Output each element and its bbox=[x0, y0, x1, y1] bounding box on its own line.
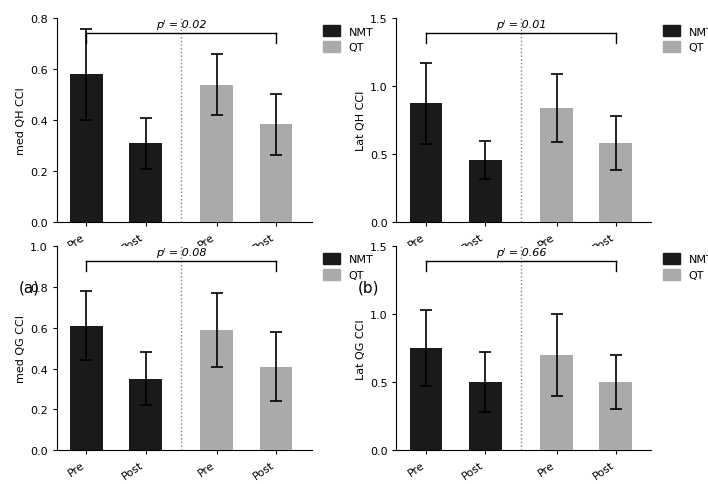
Text: pᴵ = 0.08: pᴵ = 0.08 bbox=[156, 247, 206, 257]
Text: pᴵ = 0.01: pᴵ = 0.01 bbox=[496, 19, 546, 30]
Bar bbox=[410, 104, 442, 223]
Bar bbox=[540, 355, 573, 450]
Legend: NMT, QT: NMT, QT bbox=[322, 252, 375, 282]
Legend: NMT, QT: NMT, QT bbox=[662, 25, 708, 54]
Y-axis label: Lat QH CCI: Lat QH CCI bbox=[355, 91, 365, 151]
Bar bbox=[130, 379, 162, 450]
Y-axis label: Lat QG CCI: Lat QG CCI bbox=[355, 318, 365, 378]
Bar bbox=[70, 326, 103, 450]
Bar bbox=[130, 144, 162, 223]
Bar bbox=[260, 367, 292, 450]
Text: (b): (b) bbox=[358, 280, 379, 295]
Bar bbox=[70, 76, 103, 223]
Bar bbox=[410, 348, 442, 450]
Bar bbox=[200, 330, 233, 450]
Bar bbox=[260, 125, 292, 223]
Y-axis label: med QH CCI: med QH CCI bbox=[16, 87, 25, 155]
Bar bbox=[200, 86, 233, 223]
Bar bbox=[600, 382, 632, 450]
Bar bbox=[540, 109, 573, 223]
Text: pᴵ = 0.02: pᴵ = 0.02 bbox=[156, 19, 206, 30]
Legend: NMT, QT: NMT, QT bbox=[322, 25, 375, 54]
Bar bbox=[469, 382, 502, 450]
Bar bbox=[469, 160, 502, 223]
Bar bbox=[600, 144, 632, 223]
Text: pᴵ = 0.66: pᴵ = 0.66 bbox=[496, 247, 546, 257]
Text: (a): (a) bbox=[18, 280, 40, 295]
Y-axis label: med QG CCI: med QG CCI bbox=[16, 315, 25, 382]
Legend: NMT, QT: NMT, QT bbox=[662, 252, 708, 282]
